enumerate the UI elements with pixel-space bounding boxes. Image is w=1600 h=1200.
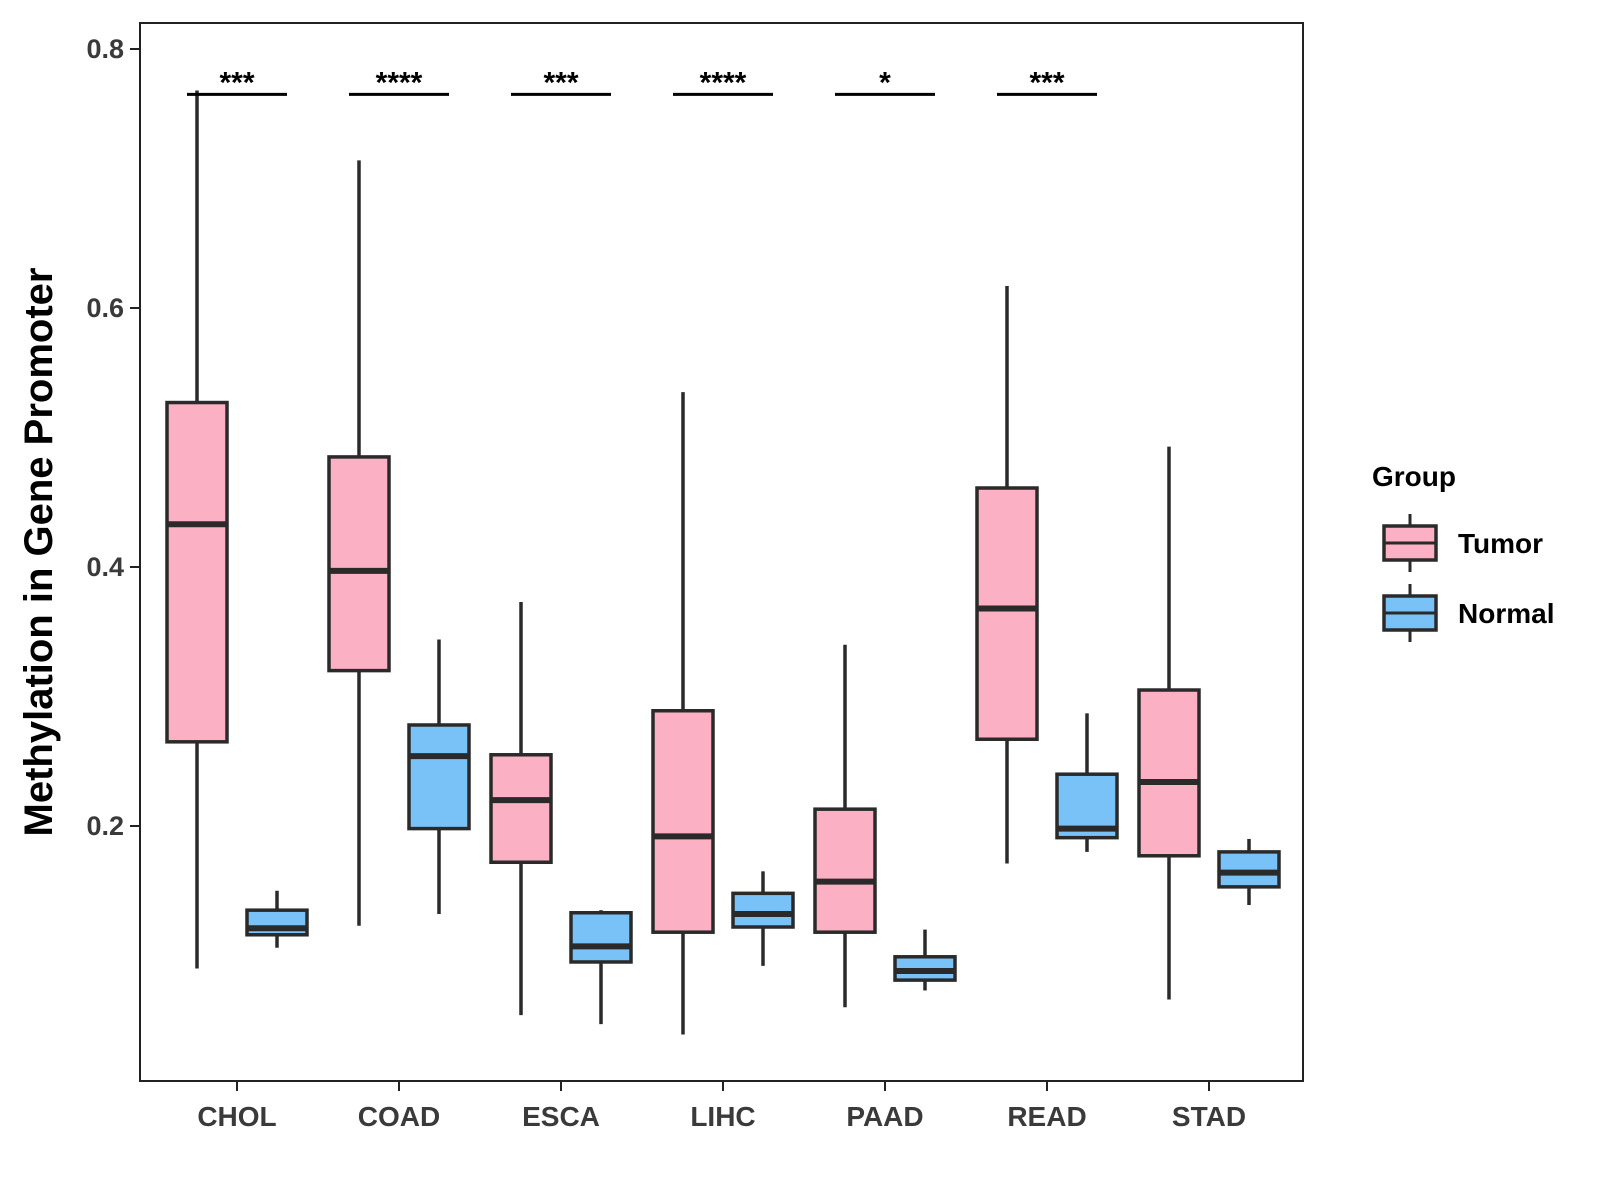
x-tick-label: STAD	[1172, 1101, 1246, 1132]
significance-label: *	[879, 66, 891, 99]
box-normal-stad	[1217, 838, 1281, 905]
box-iqr	[1217, 850, 1281, 889]
box-normal-paad	[893, 929, 957, 991]
box-iqr	[407, 723, 471, 831]
x-tick-label: PAAD	[846, 1101, 923, 1132]
y-axis: 0.2 0.4 0.6 0.8	[86, 34, 140, 841]
significance-label: ****	[700, 66, 747, 99]
boxes-layer	[165, 90, 1281, 1035]
legend-title: Group	[1372, 461, 1456, 492]
legend: Group Tumor Normal	[1372, 461, 1554, 642]
significance-label: ****	[376, 66, 423, 99]
box-iqr	[731, 891, 795, 929]
x-tick-label: COAD	[358, 1101, 440, 1132]
box-tumor-read	[975, 285, 1039, 864]
box-iqr	[1137, 688, 1201, 858]
box-tumor-stad	[1137, 446, 1201, 1000]
y-tick-label: 0.4	[86, 552, 124, 582]
box-iqr	[569, 911, 633, 964]
box-iqr	[489, 753, 553, 865]
box-normal-esca	[569, 910, 633, 1025]
y-axis-title: Methylation in Gene Promoter	[17, 268, 61, 837]
box-tumor-coad	[327, 160, 391, 926]
box-iqr	[165, 400, 229, 744]
significance-label: ***	[1029, 66, 1064, 99]
box-tumor-lihc	[651, 392, 715, 1035]
box-normal-read	[1055, 713, 1119, 852]
legend-label-normal: Normal	[1458, 598, 1554, 629]
box-iqr	[813, 807, 877, 934]
box-tumor-paad	[813, 644, 877, 1008]
plot-panel	[139, 22, 1304, 1082]
box-iqr	[651, 708, 715, 934]
significance-label: ***	[219, 66, 254, 99]
x-tick-label: CHOL	[197, 1101, 276, 1132]
box-iqr	[327, 455, 391, 673]
box-tumor-chol	[165, 90, 229, 969]
legend-label-tumor: Tumor	[1458, 528, 1543, 559]
x-tick-label: ESCA	[522, 1101, 600, 1132]
box-normal-lihc	[731, 871, 795, 966]
box-normal-coad	[407, 639, 471, 915]
x-axis: CHOL COAD ESCA LIHC PAAD READ STAD	[197, 1081, 1246, 1132]
significance-label: ***	[543, 66, 578, 99]
box-tumor-esca	[489, 601, 553, 1016]
x-tick-label: LIHC	[690, 1101, 755, 1132]
y-tick-label: 0.2	[86, 811, 124, 841]
x-tick-label: READ	[1007, 1101, 1086, 1132]
y-tick-label: 0.6	[86, 293, 124, 323]
box-iqr	[975, 486, 1039, 741]
significance-layer: *** **** *** **** * ***	[187, 66, 1097, 99]
y-tick-label: 0.8	[86, 34, 124, 64]
box-normal-chol	[245, 890, 309, 948]
